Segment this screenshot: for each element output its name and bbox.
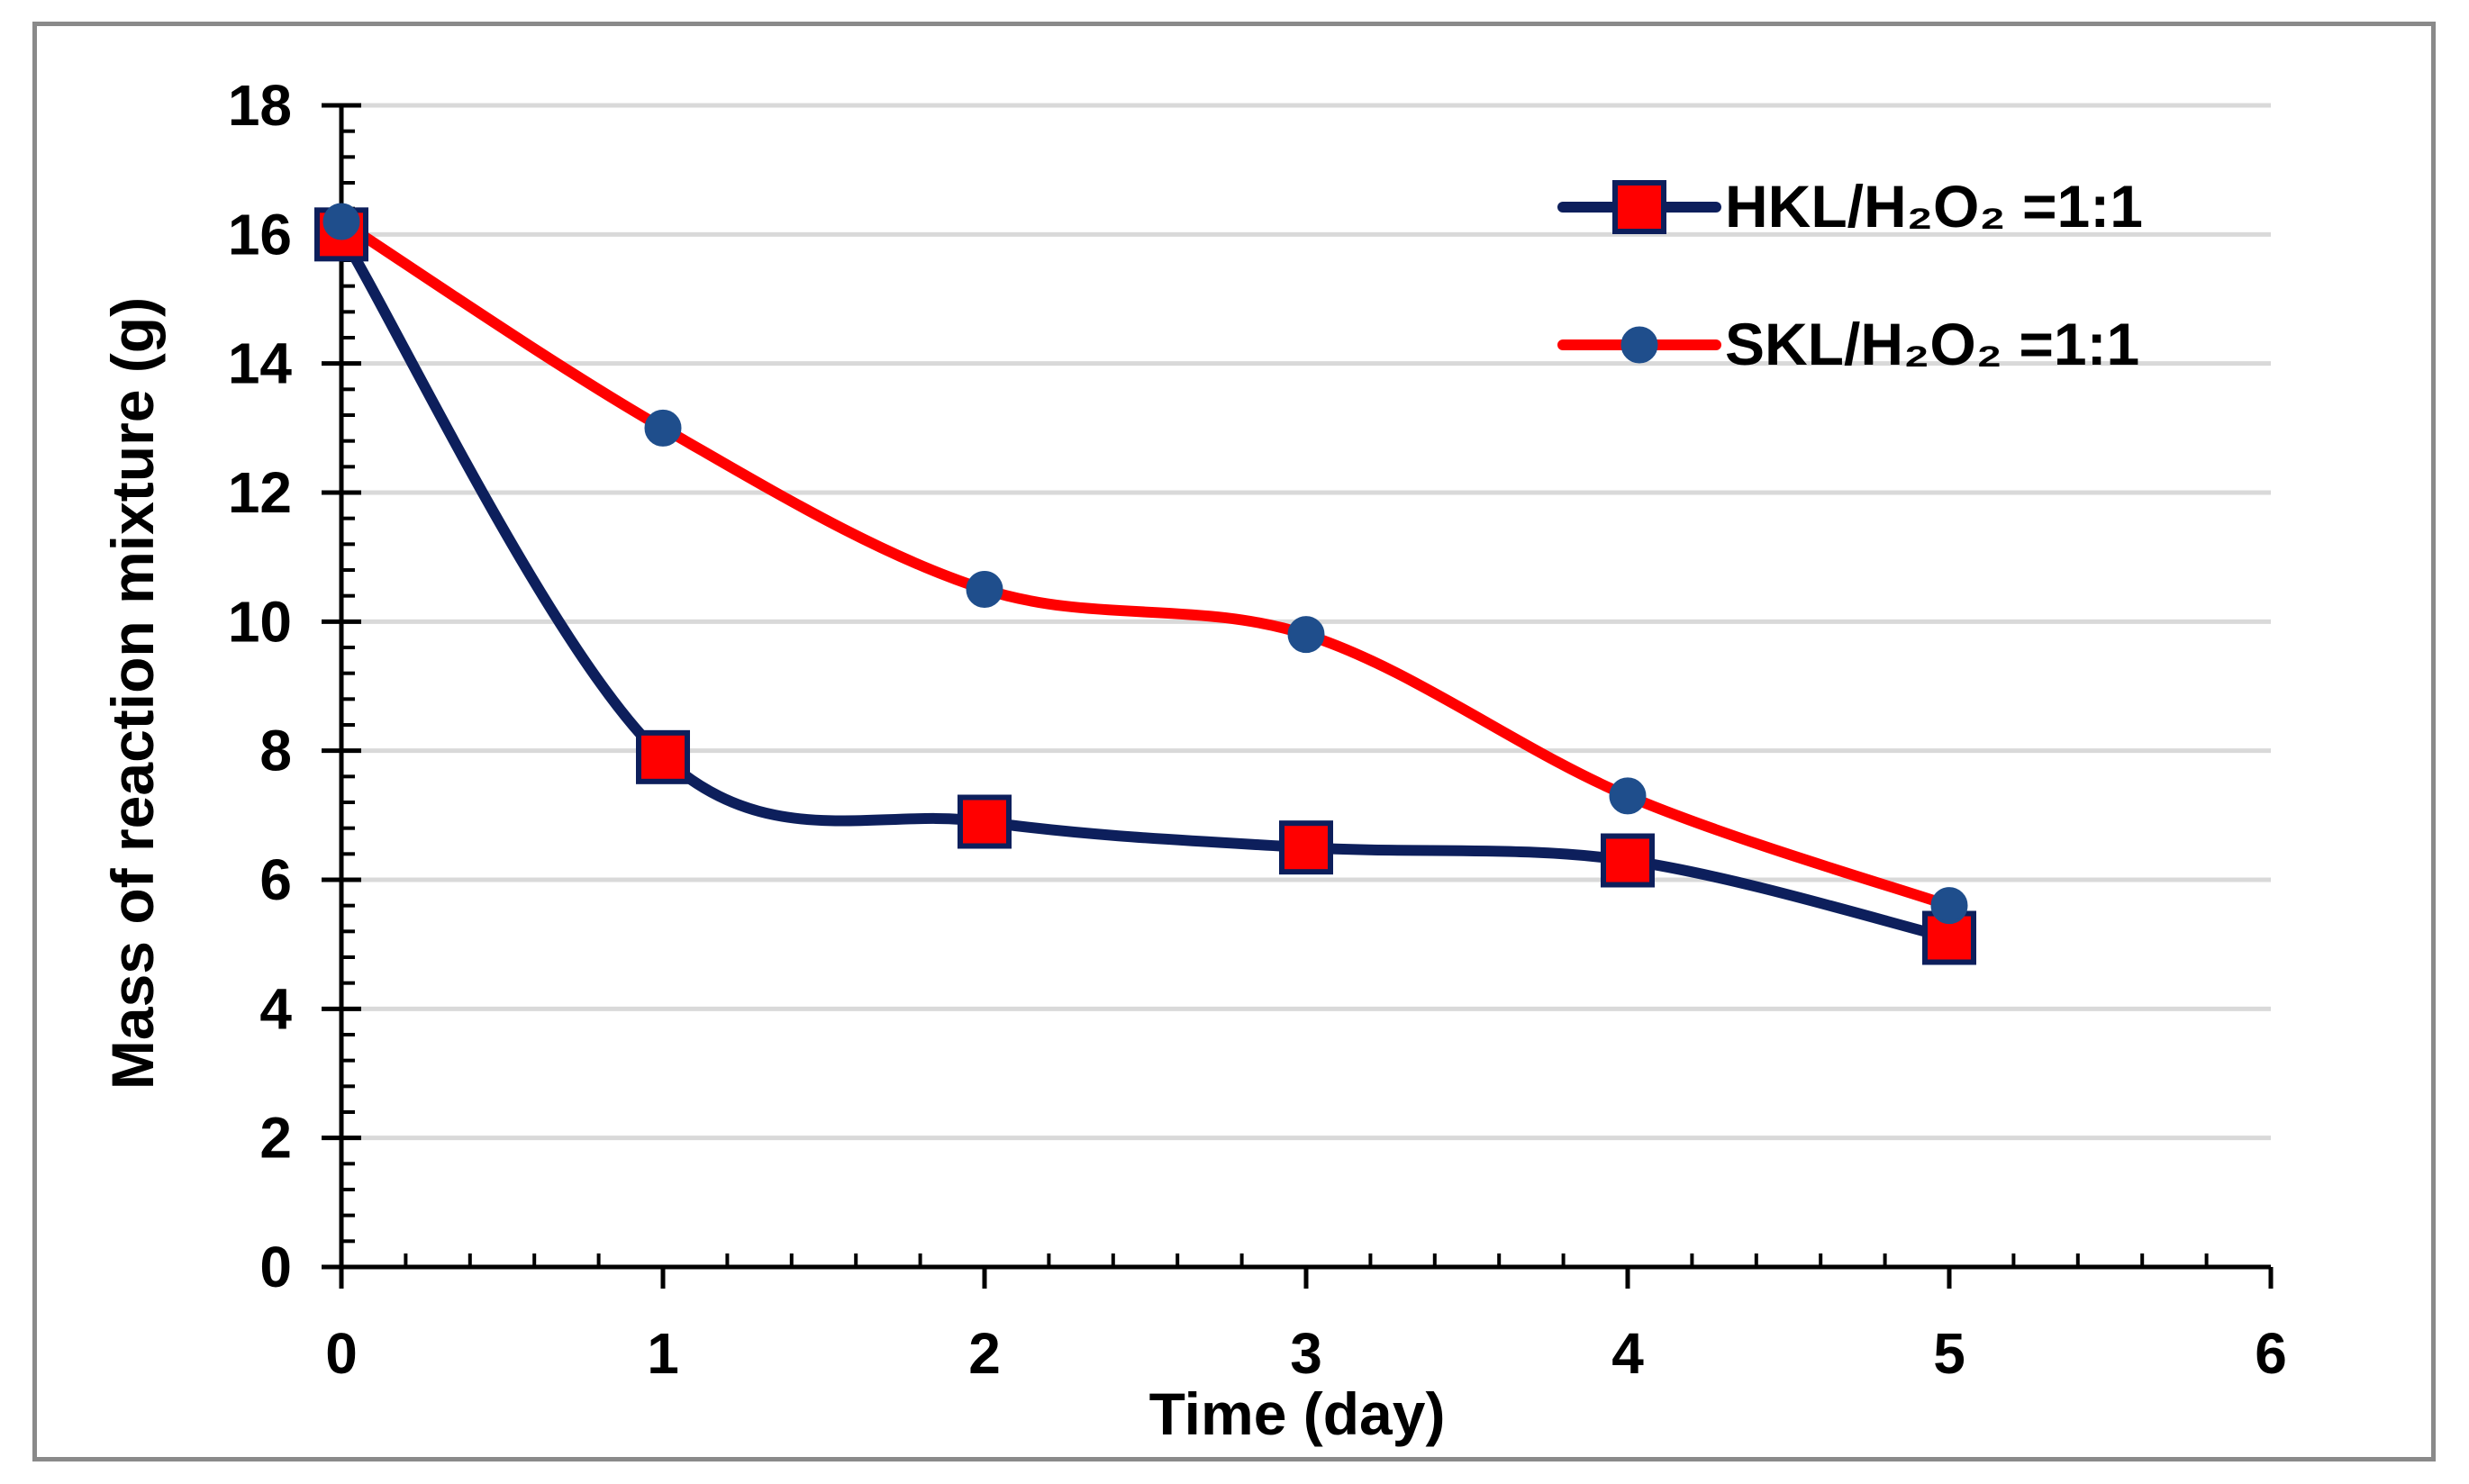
legend-marker: [1620, 326, 1658, 364]
y-axis-title: Mass of reaction mixture (g): [99, 297, 166, 1090]
series-line: [336, 229, 1955, 944]
y-tick-label: 18: [228, 73, 292, 138]
x-tick-label: 1: [647, 1321, 679, 1386]
y-tick-label: 16: [228, 202, 292, 267]
legend-label: SKL/H₂O₂ =1:1: [1725, 311, 2139, 377]
series-line: [336, 216, 1955, 911]
y-tick-label: 10: [228, 589, 292, 654]
data-point: [1287, 616, 1325, 654]
legend-item-skl: SKL/H₂O₂ =1:1: [1557, 311, 2139, 377]
y-tick-label: 6: [259, 847, 292, 912]
data-point: [958, 794, 1012, 849]
series-group: [314, 203, 1976, 965]
data-point: [966, 571, 1003, 608]
data-point: [1609, 777, 1647, 815]
markers-skl: [322, 203, 1968, 925]
gridlines: [341, 103, 2271, 1141]
y-tick-label: 2: [259, 1106, 292, 1171]
y-tick-label: 8: [259, 719, 292, 783]
y-tick-label: 4: [259, 976, 292, 1041]
x-tick-label: 6: [2255, 1321, 2287, 1386]
x-axis-title: Time (day): [1149, 1380, 1446, 1447]
series-skl: [336, 216, 1955, 911]
x-tick-label: 2: [968, 1321, 1001, 1386]
legend-marker: [1612, 180, 1666, 234]
series-hkl: [336, 229, 1955, 944]
y-tick-label: 12: [228, 460, 292, 525]
data-point: [636, 729, 690, 784]
chart-frame: [32, 22, 2436, 1461]
data-point: [322, 203, 360, 240]
axes: [322, 103, 2274, 1289]
legend: HKL/H₂O₂ =1:1 SKL/H₂O₂ =1:1: [1557, 173, 2143, 377]
y-tick-label: 0: [259, 1235, 292, 1299]
x-tick-label: 4: [1611, 1321, 1644, 1386]
data-point: [1930, 887, 1968, 925]
x-tick-label: 0: [325, 1321, 358, 1386]
data-point: [644, 409, 682, 447]
data-point: [1279, 820, 1333, 875]
legend-item-hkl: HKL/H₂O₂ =1:1: [1557, 173, 2143, 240]
x-tick-label: 5: [1933, 1321, 1965, 1386]
markers-hkl: [314, 207, 1976, 965]
y-tick-label: 14: [228, 331, 293, 396]
x-tick-label: 3: [1290, 1321, 1322, 1386]
legend-label: HKL/H₂O₂ =1:1: [1725, 173, 2143, 240]
data-point: [1601, 833, 1655, 888]
